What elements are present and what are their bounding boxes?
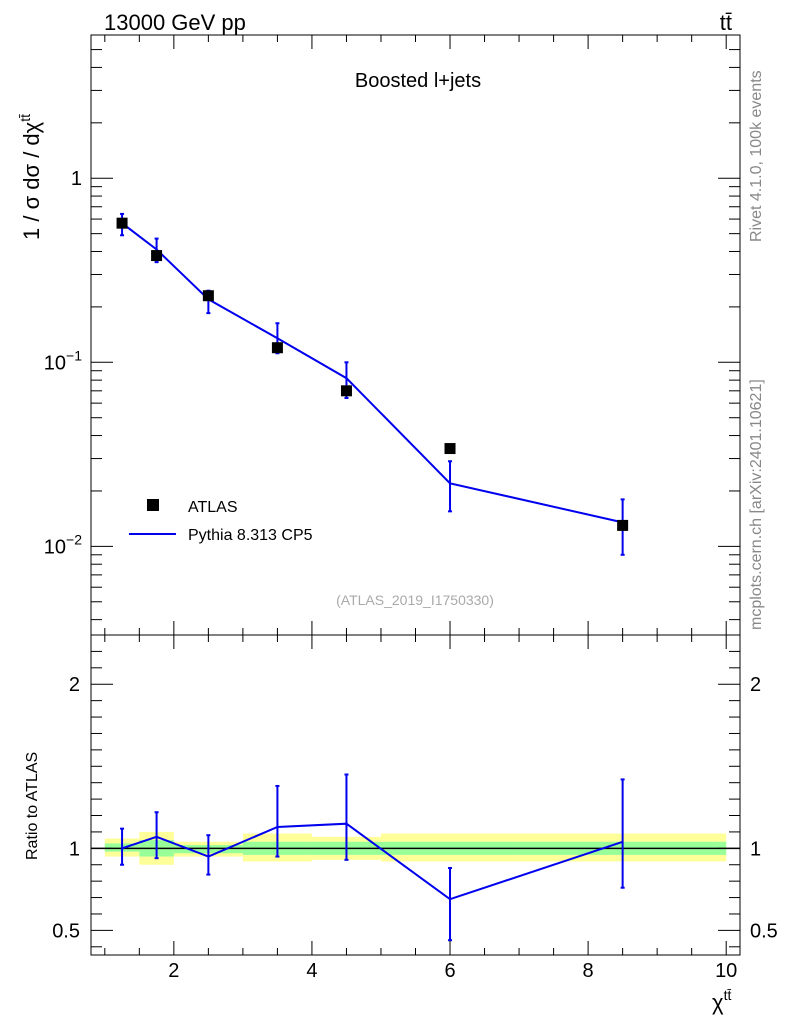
main-plot-panel: Boosted l+jets (ATLAS_2019_I1750330) 1 10… (17, 34, 741, 636)
ratio-y-axis-title: Ratio to ATLAS (24, 752, 41, 860)
x-axis-title-chi: χ (712, 990, 724, 1015)
process-label: tt̄ (720, 10, 732, 35)
analysis-watermark: (ATLAS_2019_I1750330) (336, 592, 494, 608)
x-tick-label: 2 (168, 960, 179, 982)
x-tick-label: 4 (306, 960, 317, 982)
main-y-axis-title: 1 / σ dσ / dχtt̄ (17, 114, 44, 240)
y-tick-label-exponent: −2 (66, 531, 82, 547)
x-axis-title: χtt̄ (712, 987, 731, 1015)
main-y-axis-title-text: 1 / σ dσ / dχ (19, 121, 44, 240)
rivet-version-label: Rivet 4.1.0, 100k events (748, 70, 765, 242)
pythia-line (121, 222, 623, 524)
x-axis-title-sup: tt̄ (724, 987, 732, 1003)
x-tick-label: 10 (715, 960, 737, 982)
ratio-y-tick-label: 2 (69, 674, 80, 696)
atlas-data-point (151, 250, 163, 262)
atlas-data-point (202, 290, 214, 302)
ratio-plot-frame (90, 634, 741, 956)
legend-atlas-marker (147, 499, 159, 511)
legend-atlas-label: ATLAS (188, 499, 238, 516)
mcplots-label: mcplots.cern.ch [arXiv:2401.10621] (748, 379, 765, 630)
atlas-data-point (271, 342, 283, 354)
y-tick-label: 1 (71, 168, 82, 190)
y-tick-label: 10−1 (44, 347, 82, 374)
y-tick-label: 10−2 (44, 531, 82, 558)
ratio-y-tick-label-right: 1 (750, 838, 761, 860)
atlas-data-point (116, 217, 128, 229)
atlas-data-point (340, 385, 352, 397)
y-tick-label-base: 10 (44, 352, 66, 374)
legend-pythia-label: Pythia 8.313 CP5 (188, 527, 313, 544)
main-plot-frame (90, 34, 741, 636)
x-tick-label: 6 (444, 960, 455, 982)
y-tick-label-exponent: −1 (66, 347, 82, 363)
chart-title: Boosted l+jets (355, 70, 481, 92)
ratio-plot-panel: 2 4 6 8 10 0.5 0.5 1 1 2 2 Ratio to ATLAS χtt̄ (24, 634, 778, 1015)
main-y-axis-title-sup: tt̄ (17, 114, 33, 122)
ratio-y-tick-label: 0.5 (52, 920, 80, 942)
ratio-y-tick-label-right: 2 (750, 674, 761, 696)
energy-label: 13000 GeV pp (104, 10, 246, 35)
legend: ATLAS Pythia 8.313 CP5 (129, 499, 313, 544)
atlas-data-point (617, 519, 629, 531)
ratio-y-tick-label: 1 (69, 838, 80, 860)
y-tick-label-base: 10 (44, 536, 66, 558)
ratio-y-tick-label-right: 0.5 (750, 920, 778, 942)
x-tick-label: 8 (583, 960, 594, 982)
atlas-data-point (444, 443, 456, 455)
